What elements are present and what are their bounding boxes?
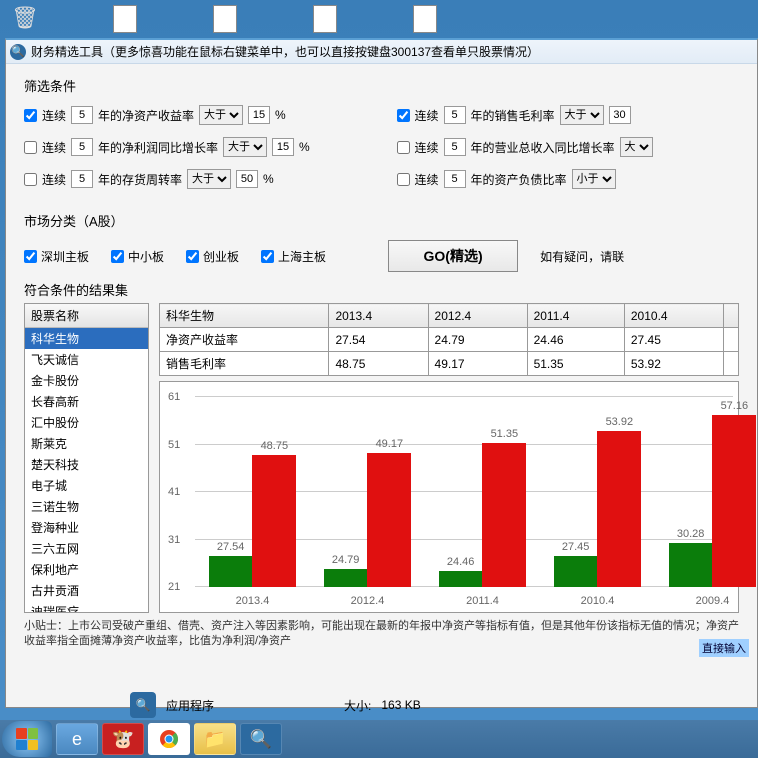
list-item[interactable]: 电子城	[25, 475, 148, 496]
help-text: 如有疑问，请联	[540, 248, 624, 265]
list-item[interactable]: 古井贡酒	[25, 580, 148, 601]
stock-list[interactable]: 股票名称 科华生物飞天诚信金卡股份长春高新汇中股份斯莱克楚天科技电子城三诺生物登…	[24, 303, 149, 613]
filter-years-input[interactable]	[71, 106, 93, 124]
search-icon: 🔍	[130, 692, 156, 718]
title-bar: 🔍 财务精选工具（更多惊喜功能在鼠标右键菜单中，也可以直接按键盘300137查看…	[6, 40, 757, 64]
doc-icon-1[interactable]	[105, 0, 145, 35]
app-icon: 🔍	[10, 44, 26, 60]
list-item[interactable]: 三诺生物	[25, 496, 148, 517]
taskbar-explorer-icon[interactable]: 📁	[194, 723, 236, 755]
filter-continuous-checkbox[interactable]	[397, 109, 410, 122]
doc-icon-2[interactable]	[205, 0, 245, 35]
list-item[interactable]: 科华生物	[25, 328, 148, 349]
taskbar-search-icon[interactable]: 🔍	[240, 723, 282, 755]
list-item[interactable]: 汇中股份	[25, 412, 148, 433]
windows-logo-icon	[16, 728, 38, 750]
list-item[interactable]: 楚天科技	[25, 454, 148, 475]
filter-grid: 连续 年的净资产收益率 大于 % 连续 年的销售毛利率 大于 连续 年的净利	[24, 105, 739, 189]
market-cyb-checkbox[interactable]	[186, 250, 199, 263]
market-zxb-checkbox[interactable]	[111, 250, 124, 263]
doc-icon-4[interactable]	[405, 0, 445, 35]
list-item[interactable]: 三六五网	[25, 538, 148, 559]
list-item[interactable]: 保利地产	[25, 559, 148, 580]
taskbar-app-icon[interactable]: 🐮	[102, 723, 144, 755]
tip-text: 小贴士：上市公司受破产重组、借壳、资产注入等因素影响，可能出现在最新的年报中净资…	[24, 619, 739, 650]
filters-label: 筛选条件	[24, 76, 739, 95]
main-window: 🔍 财务精选工具（更多惊喜功能在鼠标右键菜单中，也可以直接按键盘300137查看…	[5, 38, 758, 708]
taskbar-ie-icon[interactable]: e	[56, 723, 98, 755]
market-sz-checkbox[interactable]	[24, 250, 37, 263]
data-table: 科华生物 2013.4 2012.4 2011.4 2010.4 净资产收益率 …	[159, 303, 739, 376]
filter-op-select[interactable]: 大于	[199, 105, 243, 125]
results-label: 符合条件的结果集	[24, 280, 739, 299]
list-item[interactable]: 金卡股份	[25, 370, 148, 391]
file-browser-row: 🔍 应用程序 大小: 163 KB	[130, 690, 421, 720]
window-title: 财务精选工具（更多惊喜功能在鼠标右键菜单中，也可以直接按键盘300137查看单只…	[31, 43, 539, 60]
list-item[interactable]: 长春高新	[25, 391, 148, 412]
list-item[interactable]: 飞天诚信	[25, 349, 148, 370]
stock-list-header: 股票名称	[25, 304, 148, 328]
taskbar-chrome-icon[interactable]	[148, 723, 190, 755]
bar-chart: 2131415161 27.5448.7524.7949.1724.4651.3…	[159, 381, 739, 613]
market-label: 市场分类（A股）	[24, 211, 739, 230]
direct-input-link[interactable]: 直接输入	[699, 639, 749, 657]
taskbar: e 🐮 📁 🔍	[0, 720, 758, 758]
list-item[interactable]: 斯莱克	[25, 433, 148, 454]
market-sh-checkbox[interactable]	[261, 250, 274, 263]
market-row: 深圳主板 中小板 创业板 上海主板 GO(精选) 如有疑问，请联	[24, 240, 739, 272]
go-button[interactable]: GO(精选)	[388, 240, 518, 272]
trash-icon[interactable]: 🗑	[5, 0, 45, 35]
filter-val-input[interactable]	[248, 106, 270, 124]
list-item[interactable]: 迪瑞医疗	[25, 601, 148, 613]
doc-icon-3[interactable]	[305, 0, 345, 35]
start-button[interactable]	[2, 721, 52, 757]
list-item[interactable]: 登海种业	[25, 517, 148, 538]
filter-continuous-checkbox[interactable]	[24, 109, 37, 122]
desktop-icons: 🗑	[0, 0, 758, 35]
